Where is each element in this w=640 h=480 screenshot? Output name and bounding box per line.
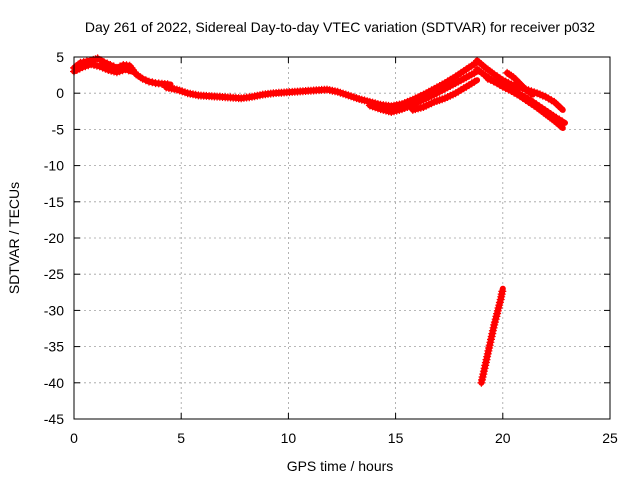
chart-title: Day 261 of 2022, Sidereal Day-to-day VTE… [85,19,595,35]
x-tick-label: 20 [495,430,511,446]
y-tick-label: 5 [56,49,64,65]
series-satellite-track-e [408,77,481,114]
grid [74,57,610,419]
x-axis-label: GPS time / hours [287,458,394,474]
y-tick-label: -10 [44,158,64,174]
data-point-marker [145,77,153,86]
x-tick-label: 5 [177,430,185,446]
data-point-marker [470,77,479,86]
y-tick-label: -35 [44,339,64,355]
x-tick-label: 25 [602,430,618,446]
y-tick-label: -15 [44,194,64,210]
y-tick-label: -40 [44,375,64,391]
y-tick-label: -20 [44,230,64,246]
y-axis-label: SDTVAR / TECUs [6,182,22,294]
y-tick-label: -5 [52,121,65,137]
series-line [484,75,568,126]
x-tick-label: 10 [281,430,297,446]
data-point-marker [498,287,507,296]
y-tick-label: -45 [44,411,64,427]
series-satellite-track-j [477,285,507,387]
series-satellite-track-h [483,74,568,126]
y-tick-label: -25 [44,266,64,282]
data-point-marker [526,89,535,98]
x-tick-label: 0 [70,430,78,446]
data-series [70,54,568,387]
x-tick-label: 15 [388,430,404,446]
series-satellite-track-i [503,68,536,98]
data-point-marker [124,66,133,75]
data-point-marker [556,103,565,112]
tick-labels: 0 5 10 15 20 25 5 0 -5 -10 -15 -20 -25 -30 -35 -40 -45 [44,49,618,446]
y-tick-label: -30 [44,302,64,318]
y-tick-label: 0 [56,85,64,101]
data-point-marker [558,117,567,126]
axis-ticks [73,56,611,420]
series-satellite-track-b [70,60,135,77]
